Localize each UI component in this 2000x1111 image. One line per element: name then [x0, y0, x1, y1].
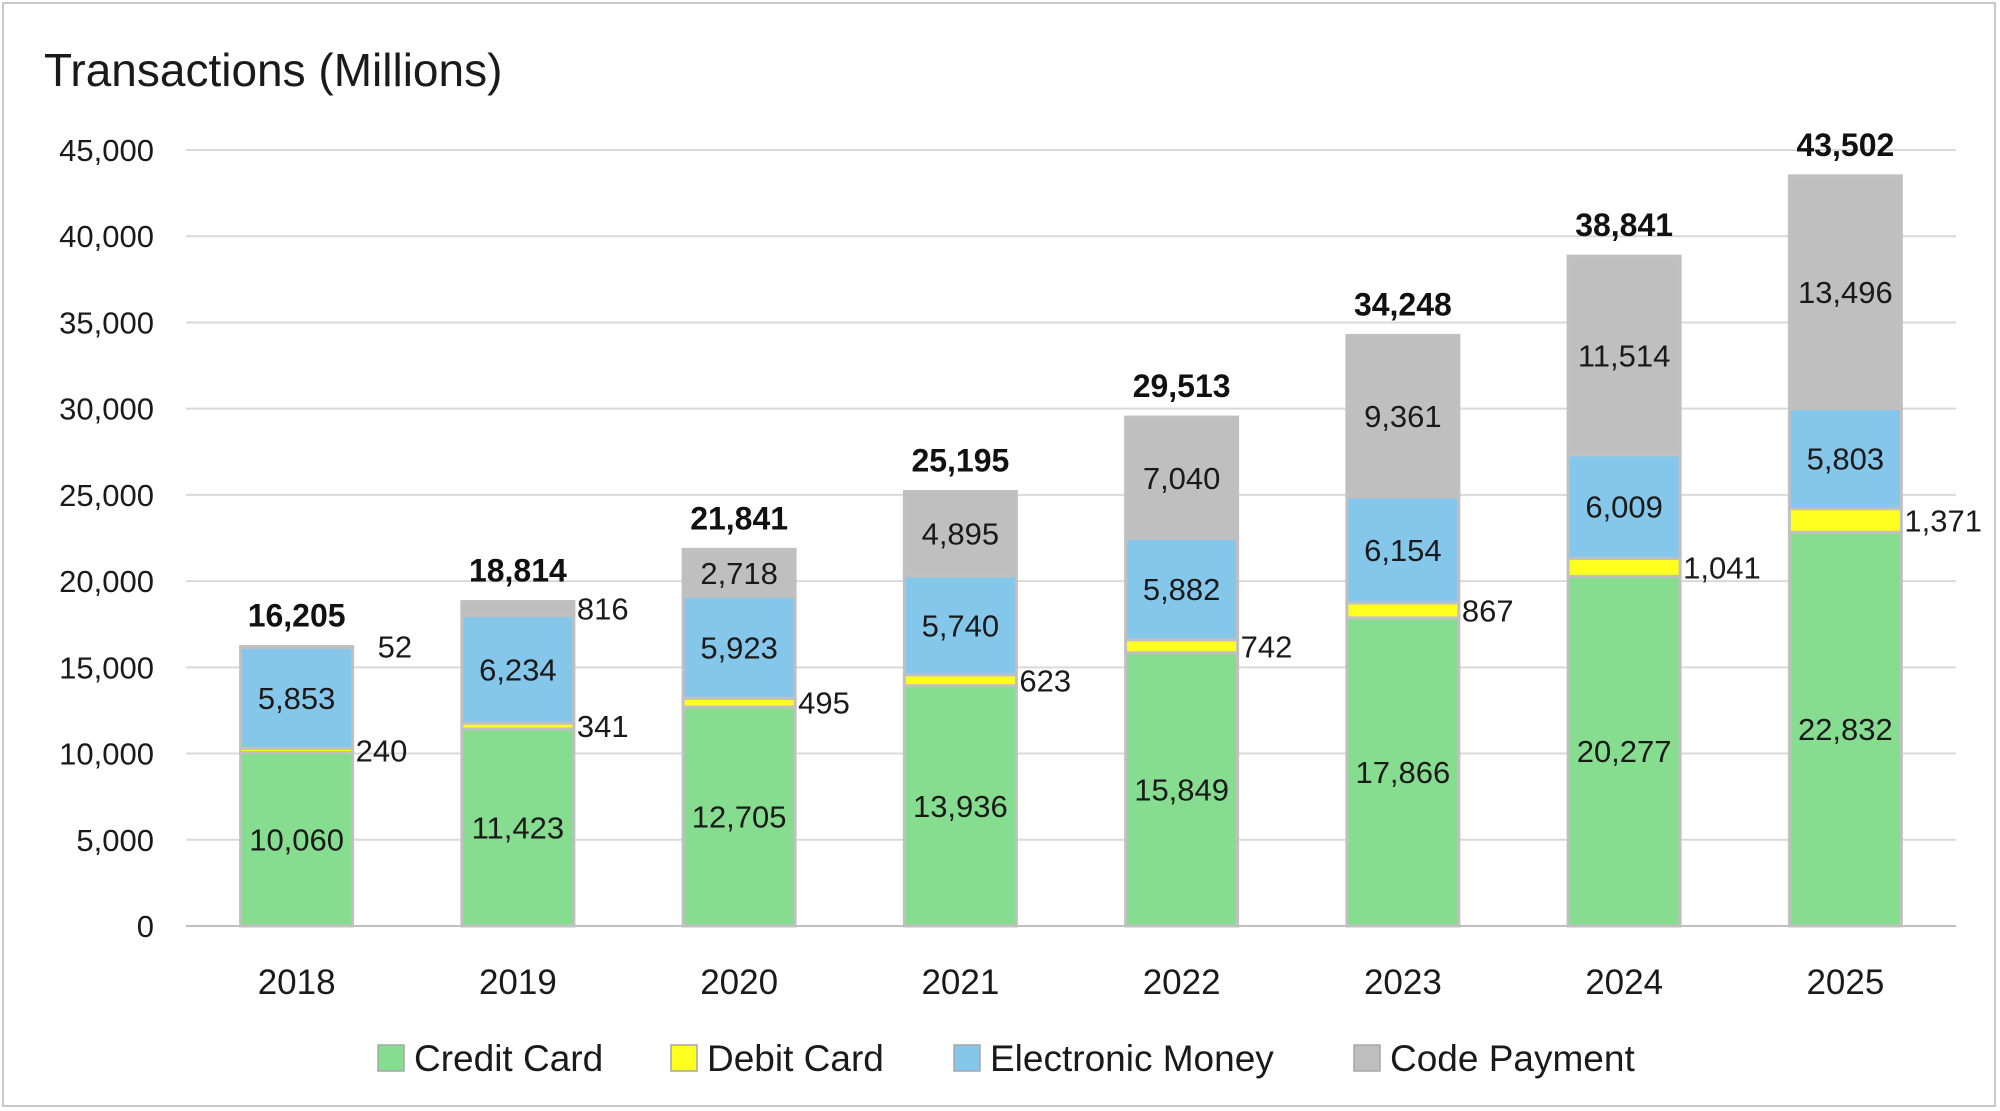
- bar-segment-credit-card: [681, 705, 797, 928]
- legend-label-electronic-money: Electronic Money: [990, 1038, 1274, 1079]
- data-label-credit-card: 20,277: [1577, 734, 1672, 769]
- legend-swatch-debit-card: [670, 1044, 698, 1072]
- bar-segment-code-payment: [1787, 174, 1903, 411]
- x-tick-label: 2021: [921, 963, 999, 1002]
- bar-segment-code-payment: [239, 645, 355, 649]
- bar-segment-debit-card: [1566, 556, 1682, 578]
- legend: Credit Card Debit Card Electronic Money Cod…: [377, 1038, 1635, 1079]
- legend-label-code-payment: Code Payment: [1390, 1038, 1635, 1079]
- legend-label-credit-card: Credit Card: [414, 1038, 603, 1079]
- total-label: 34,248: [1354, 286, 1452, 322]
- total-label: 29,513: [1133, 368, 1231, 404]
- bar-segment-credit-card: [239, 751, 355, 928]
- data-label-code-payment: 816: [577, 592, 629, 627]
- data-label-debit-card: 623: [1019, 663, 1071, 698]
- data-label-debit-card: 495: [798, 686, 850, 721]
- bar-segment-credit-card: [460, 727, 576, 928]
- total-label: 21,841: [690, 500, 788, 536]
- data-label-credit-card: 15,849: [1134, 772, 1229, 807]
- data-label-credit-card: 17,866: [1355, 755, 1450, 790]
- bar-segment-debit-card: [1124, 638, 1240, 655]
- data-label-electronic-money: 6,009: [1585, 490, 1663, 525]
- data-label-electronic-money: 5,923: [700, 630, 778, 665]
- labels-layer: 10,060 240 5,853 52 16,205 2018 11,423 341 6,234…: [248, 127, 1982, 1002]
- bar-segment-code-payment: [1345, 333, 1461, 499]
- y-tick-label: 30,000: [59, 392, 154, 427]
- data-label-electronic-money: 6,154: [1364, 533, 1442, 568]
- x-tick-label: 2025: [1806, 963, 1884, 1002]
- data-label-debit-card: 742: [1241, 629, 1293, 664]
- data-label-electronic-money: 6,234: [479, 652, 557, 687]
- x-tick-label: 2022: [1143, 963, 1221, 1002]
- data-label-debit-card: 341: [577, 709, 629, 744]
- legend-swatch-code-payment: [1353, 1044, 1381, 1072]
- x-tick-label: 2023: [1364, 963, 1442, 1002]
- bar-segment-code-payment: [902, 490, 1018, 578]
- total-label: 25,195: [911, 443, 1009, 479]
- data-label-code-payment: 4,895: [922, 517, 1000, 552]
- bar-segment-code-payment: [681, 547, 797, 598]
- y-tick-label: 25,000: [59, 478, 154, 513]
- bar-segment-code-payment: [1566, 254, 1682, 457]
- bar-segment-credit-card: [1345, 616, 1461, 928]
- y-tick-label: 5,000: [76, 823, 154, 858]
- bar-segment-electronic-money: [681, 594, 797, 700]
- data-label-credit-card: 22,832: [1798, 712, 1893, 747]
- bar-segment-electronic-money: [1566, 453, 1682, 560]
- data-label-code-payment: 11,514: [1578, 338, 1671, 373]
- bar-segment-debit-card: [1787, 507, 1903, 534]
- bar-segment-code-payment: [460, 600, 576, 618]
- bar-segment-debit-card: [902, 673, 1018, 688]
- data-label-credit-card: 10,060: [249, 822, 344, 857]
- data-label-code-payment: 9,361: [1364, 399, 1442, 434]
- chart-title: Transactions (Millions): [44, 44, 502, 96]
- bar-segment-electronic-money: [239, 645, 355, 750]
- total-label: 38,841: [1575, 207, 1673, 243]
- data-label-electronic-money: 5,740: [922, 608, 1000, 643]
- y-tick-label: 0: [137, 909, 154, 944]
- legend-label-debit-card: Debit Card: [707, 1038, 884, 1079]
- data-label-code-payment: 52: [378, 630, 412, 665]
- chart-svg: Transactions (Millions) 0 5,000 10,000 15,0…: [44, 44, 1982, 1079]
- data-label-debit-card: 867: [1462, 593, 1514, 628]
- data-label-debit-card: 1,041: [1683, 550, 1761, 585]
- data-label-electronic-money: 5,853: [258, 681, 336, 716]
- bar-segment-debit-card: [1345, 601, 1461, 620]
- legend-swatch-electronic-money: [953, 1044, 981, 1072]
- x-tick-label: 2024: [1585, 963, 1663, 1002]
- x-tick-label: 2018: [258, 963, 336, 1002]
- data-label-code-payment: 13,496: [1798, 275, 1893, 310]
- data-label-credit-card: 13,936: [913, 789, 1008, 824]
- y-tick-label: 10,000: [59, 737, 154, 772]
- bars-layer: [239, 174, 1903, 928]
- data-label-debit-card: 1,371: [1904, 503, 1982, 538]
- bar-segment-electronic-money: [902, 574, 1018, 677]
- y-tick-label: 15,000: [59, 650, 154, 685]
- bar-segment-electronic-money: [460, 614, 576, 725]
- data-label-code-payment: 2,718: [700, 556, 778, 591]
- data-label-credit-card: 12,705: [692, 799, 787, 834]
- grid-layer: 0 5,000 10,000 15,000 20,000 25,000 30,000 35,0…: [59, 133, 1956, 944]
- y-tick-label: 40,000: [59, 219, 154, 254]
- x-tick-label: 2019: [479, 963, 557, 1002]
- data-label-code-payment: 7,040: [1143, 461, 1221, 496]
- bar-segment-electronic-money: [1345, 495, 1461, 605]
- total-label: 16,205: [248, 598, 346, 634]
- data-label-electronic-money: 5,882: [1143, 572, 1221, 607]
- legend-swatch-credit-card: [377, 1044, 405, 1072]
- bar-segment-code-payment: [1124, 415, 1240, 540]
- data-label-credit-card: 11,423: [472, 811, 565, 846]
- data-label-debit-card: 240: [356, 733, 408, 768]
- y-tick-label: 35,000: [59, 305, 154, 340]
- bar-segment-credit-card: [902, 684, 1018, 928]
- y-tick-label: 20,000: [59, 564, 154, 599]
- bar-segment-credit-card: [1124, 651, 1240, 928]
- y-tick-label: 45,000: [59, 133, 154, 168]
- data-label-electronic-money: 5,803: [1807, 442, 1885, 477]
- total-label: 43,502: [1796, 127, 1894, 163]
- x-tick-label: 2020: [700, 963, 778, 1002]
- total-label: 18,814: [469, 553, 567, 589]
